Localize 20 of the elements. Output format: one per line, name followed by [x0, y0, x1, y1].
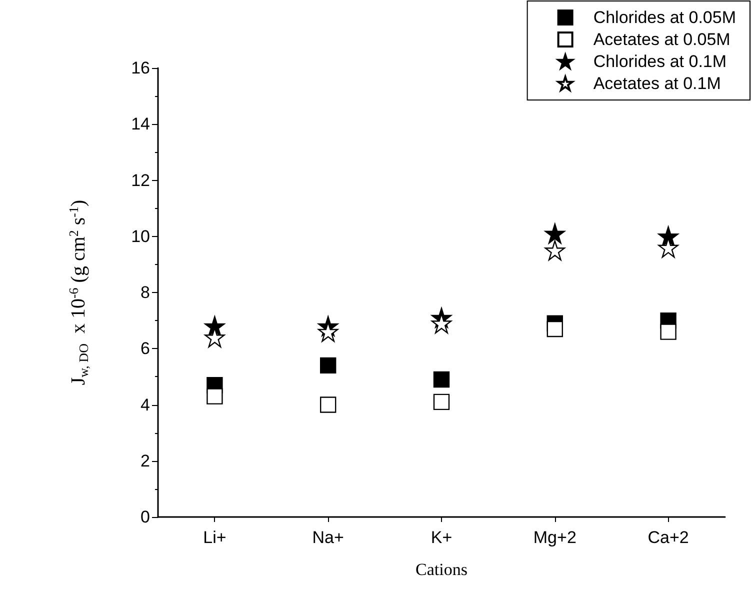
- legend-label: Acetates at 0.05M: [593, 30, 730, 49]
- y-tick-label: 4: [140, 395, 150, 414]
- y-tick-label: 10: [131, 226, 150, 246]
- legend-label: Chlorides at 0.1M: [593, 52, 727, 71]
- legend-label: Chlorides at 0.05M: [593, 8, 736, 27]
- y-tick-label: 6: [140, 339, 150, 358]
- y-tick-label: 16: [131, 58, 150, 78]
- text: Jw, DO x 10-6 (g cm2 s-1): [66, 200, 91, 386]
- y-tick-label: 14: [131, 114, 150, 134]
- x-tick-label: Na+: [312, 528, 344, 547]
- x-tick-label: Ca+2: [648, 528, 689, 547]
- x-tick-label: K+: [430, 528, 452, 547]
- x-tick-label: Li+: [203, 528, 226, 547]
- y-tick-label: 0: [140, 508, 150, 526]
- x-axis-title: Cations: [416, 560, 468, 579]
- x-tick-label: Mg+2: [533, 528, 576, 547]
- y-tick-label: 12: [131, 170, 150, 190]
- y-tick-label: 2: [140, 451, 150, 470]
- y-tick-label: 8: [140, 283, 150, 302]
- legend-label: Acetates at 0.1M: [593, 74, 721, 93]
